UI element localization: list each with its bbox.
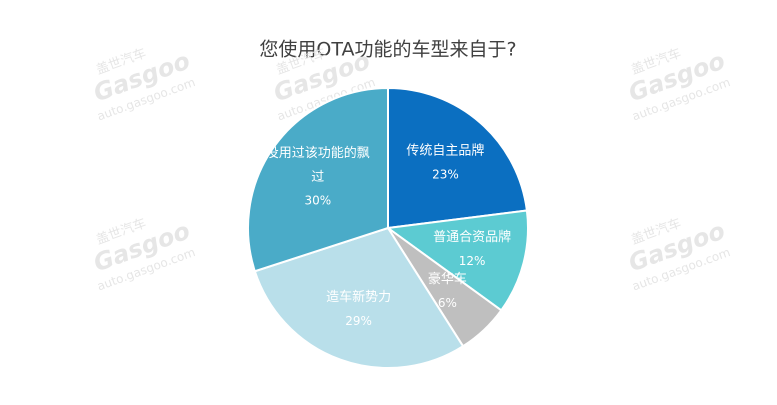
slice-label: 普通合资品牌 [433, 229, 511, 245]
slice-label: 豪华车 [428, 271, 467, 287]
value-label: 23% [432, 167, 459, 181]
pie-slice [385, 209, 529, 312]
chart-title: 您使用OTA功能的车型来自于? [259, 39, 516, 61]
value-label: 12% [459, 254, 486, 268]
pie-slice [387, 86, 529, 230]
value-label: 6% [438, 296, 457, 310]
slice-label: 造车新势力 [326, 289, 391, 305]
pie-slice [247, 86, 389, 273]
slice-label: 传统自主品牌 [406, 142, 484, 158]
slice-label: 没用过该功能的飘过 [266, 144, 370, 184]
value-label: 29% [345, 314, 372, 328]
value-label: 30% [304, 193, 331, 207]
pie-slice [253, 226, 465, 369]
